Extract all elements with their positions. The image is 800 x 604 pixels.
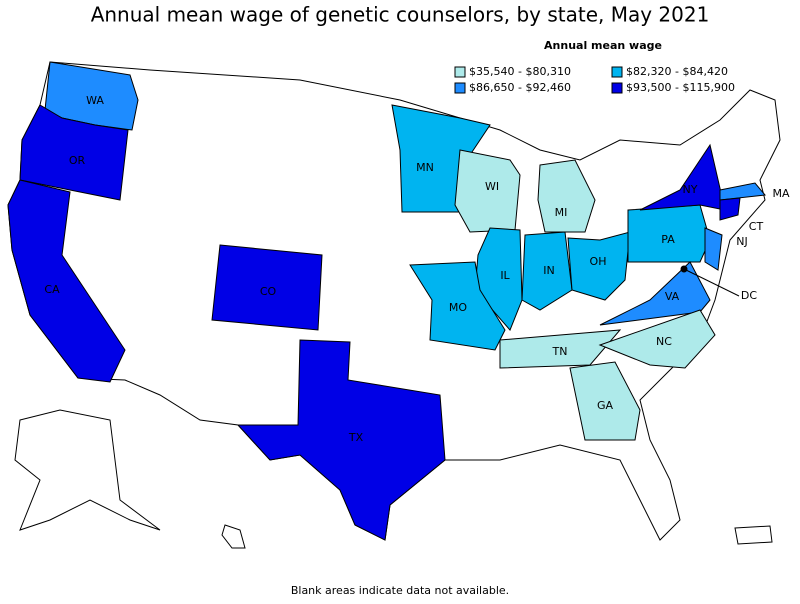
state-label: TN (552, 345, 568, 358)
legend-swatch (611, 66, 623, 78)
state (537, 159, 596, 233)
state-label: NC (656, 335, 672, 348)
state-label: CT (749, 220, 764, 233)
state-label: GA (597, 399, 614, 412)
state-label: PA (661, 233, 675, 246)
state-label: WA (86, 94, 104, 107)
state (704, 227, 723, 271)
legend-title: Annual mean wage (544, 39, 662, 52)
state-label: CA (44, 283, 60, 296)
state (567, 231, 631, 301)
state (7, 179, 126, 383)
state (719, 182, 766, 201)
state-label: IN (543, 264, 554, 277)
state-label: MI (555, 206, 568, 219)
title: Annual mean wage of genetic counselors, … (91, 3, 710, 27)
state (569, 361, 641, 441)
alaska-outline (14, 409, 161, 531)
state (521, 231, 573, 311)
legend-swatch (611, 82, 623, 94)
legend-label: $93,500 - $115,900 (626, 81, 735, 94)
state-label: TX (348, 431, 364, 444)
footnote: Blank areas indicate data not available. (291, 584, 509, 597)
state-label: MA (772, 187, 789, 200)
state-label: NY (683, 183, 698, 196)
hawaii-outline (221, 524, 246, 549)
state (19, 104, 129, 201)
state (719, 197, 741, 221)
state-label: IL (500, 269, 510, 282)
state-label: WI (485, 180, 499, 193)
legend-label: $86,650 - $92,460 (469, 81, 571, 94)
legend-label: $35,540 - $80,310 (469, 65, 571, 78)
state (236, 339, 446, 541)
legend-swatch (454, 82, 466, 94)
state-label: OH (590, 255, 607, 268)
state (599, 261, 711, 326)
state-label: MN (416, 161, 434, 174)
state (211, 244, 323, 331)
state-label: VA (665, 290, 680, 303)
state-label: CO (260, 285, 277, 298)
leader-line (683, 268, 740, 297)
state-label: MO (449, 301, 467, 314)
puerto-rico-outline (734, 525, 773, 545)
state-label: NJ (736, 235, 747, 248)
legend-swatch (454, 66, 466, 78)
legend-label: $82,320 - $84,420 (626, 65, 728, 78)
state (639, 143, 726, 211)
state (474, 227, 523, 331)
state-label: DC (741, 289, 757, 302)
state (598, 309, 716, 369)
state-label: OR (69, 154, 86, 167)
